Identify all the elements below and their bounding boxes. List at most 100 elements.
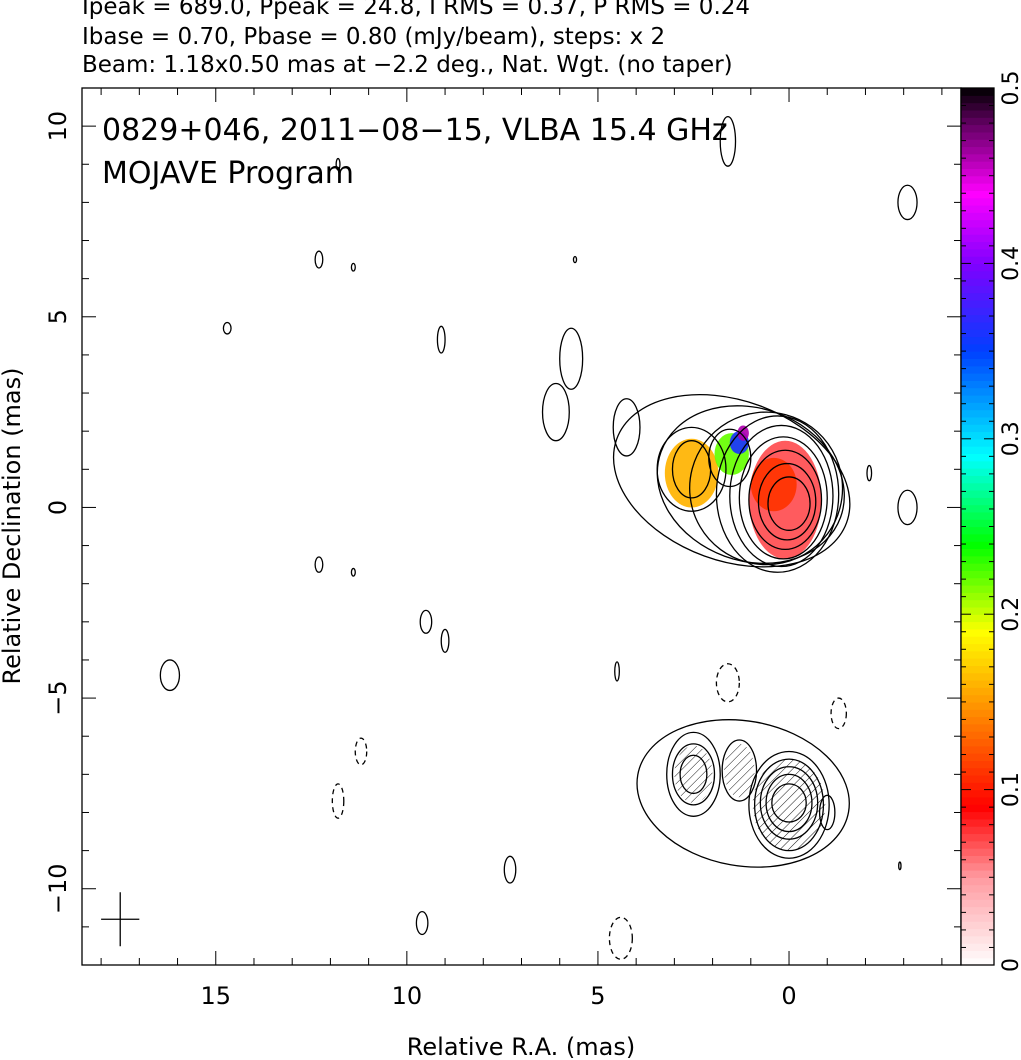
colorbar-cell	[961, 475, 994, 484]
noise-contour	[314, 250, 324, 269]
colorbar-cell	[961, 526, 994, 535]
colorbar-cell	[961, 504, 994, 513]
colorbar-cell	[961, 168, 994, 177]
contour-image-a	[612, 398, 641, 457]
colorbar-cell	[961, 891, 994, 900]
data-layer	[101, 115, 918, 960]
colorbar-cell	[961, 833, 994, 842]
colorbar-cell	[961, 212, 994, 221]
colorbar-cell	[961, 314, 994, 323]
colorbar-cell	[961, 88, 994, 96]
colorbar-tick-label: 0.2	[999, 597, 1021, 632]
colorbar-cell	[961, 519, 994, 528]
colorbar-cell	[961, 906, 994, 915]
contour-image-b	[679, 754, 708, 795]
colorbar-cell	[961, 329, 994, 338]
colorbar-cell	[961, 869, 994, 878]
axes-layer: 15 10 5 0 10 5 0 −5 −10	[44, 87, 962, 1010]
noise-contour	[335, 157, 341, 171]
chart-title: 0829+046, 2011−08−15, VLBA 15.4 GHz	[102, 113, 728, 148]
colorbar-cell	[961, 753, 994, 761]
colorbar-cell	[961, 745, 994, 754]
colorbar-cell	[961, 811, 994, 820]
colorbar-cell	[961, 826, 994, 835]
y-tick-label: 10	[44, 111, 72, 142]
colorbar-cell	[961, 541, 994, 550]
colorbar-cell	[961, 270, 994, 279]
colorbar-cell	[961, 636, 994, 645]
colorbar-cell	[961, 387, 994, 396]
noise-contour	[415, 910, 429, 936]
header-line-2: Ibase = 0.70, Pbase = 0.80 (mJy/beam), s…	[82, 24, 666, 50]
contour-image-a	[612, 394, 851, 568]
contour-image-a	[757, 462, 817, 541]
colorbar-tick-label: 0.3	[999, 421, 1021, 456]
colorbar-cell	[961, 226, 994, 235]
contour-image-b	[753, 758, 825, 852]
colorbar-cell	[961, 774, 994, 783]
colorbar-cell	[961, 804, 994, 813]
x-tick-label: 10	[392, 982, 423, 1010]
contour-image-a	[541, 382, 570, 442]
noise-contour	[719, 115, 737, 167]
colorbar-cell	[961, 760, 994, 769]
colorbar-cell	[961, 709, 994, 718]
negative-contour	[331, 783, 345, 819]
negative-contour	[608, 916, 633, 960]
colorbar-tick-label: 0.1	[999, 772, 1021, 807]
contour-image-a	[715, 415, 840, 573]
colorbar-cell	[961, 957, 994, 966]
colorbar-cell	[961, 358, 994, 367]
contour-image-b	[765, 773, 813, 833]
colorbar-cell	[961, 351, 994, 360]
colorbar-cell	[961, 365, 994, 374]
negative-contour	[354, 737, 368, 766]
noise-contour	[436, 325, 446, 354]
contour-image-a	[708, 428, 752, 488]
colorbar-cell	[961, 584, 994, 593]
colorbar-cell	[961, 935, 994, 944]
colorbar-cell	[961, 672, 994, 681]
colorbar-cell	[961, 884, 994, 893]
y-tick-label: −10	[44, 863, 72, 914]
colorbar-cell	[961, 197, 994, 206]
contour-image-a	[738, 436, 828, 560]
colorbar-cell	[961, 621, 994, 630]
colorbar-cell	[961, 731, 994, 740]
colorbar-cell	[961, 102, 994, 111]
contour-image-b	[666, 731, 721, 817]
colorbar-cell	[961, 190, 994, 199]
noise-contour	[503, 855, 517, 884]
colorbar-cell	[961, 175, 994, 184]
colorbar-cell	[961, 862, 994, 871]
colorbar-cell	[961, 796, 994, 805]
noise-contour	[866, 464, 873, 482]
colorbar-cell	[961, 614, 994, 623]
noise-contour	[614, 661, 620, 682]
colorbar-cell	[961, 109, 994, 118]
colorbar-cell	[961, 899, 994, 908]
header-line-1: Ipeak = 689.0, Ppeak = 24.8, I RMS = 0.3…	[82, 0, 751, 20]
contour-image-b	[771, 783, 807, 823]
colorbar-cell	[961, 299, 994, 308]
header-line-3: Beam: 1.18x0.50 mas at −2.2 deg., Nat. W…	[82, 52, 733, 78]
colorbar-cell	[961, 643, 994, 652]
colorbar-cell	[961, 117, 994, 126]
noise-contour	[419, 609, 433, 634]
colorbar-cell	[961, 497, 994, 506]
colorbar-cell	[961, 153, 994, 162]
noise-contour	[314, 556, 324, 573]
colorbar-cell	[961, 628, 994, 637]
colorbar-cell	[961, 402, 994, 411]
colorbar-cell	[961, 687, 994, 696]
colorbar-cell	[961, 877, 994, 886]
colorbar-cell	[961, 343, 994, 352]
hatched-region	[752, 759, 826, 851]
x-tick-label: 15	[200, 982, 231, 1010]
noise-contour	[572, 255, 578, 264]
colorbar-cell	[961, 241, 994, 250]
colorbar-cell	[961, 161, 994, 169]
y-tick-label: 0	[44, 500, 72, 515]
colorbar-cell	[961, 373, 994, 381]
